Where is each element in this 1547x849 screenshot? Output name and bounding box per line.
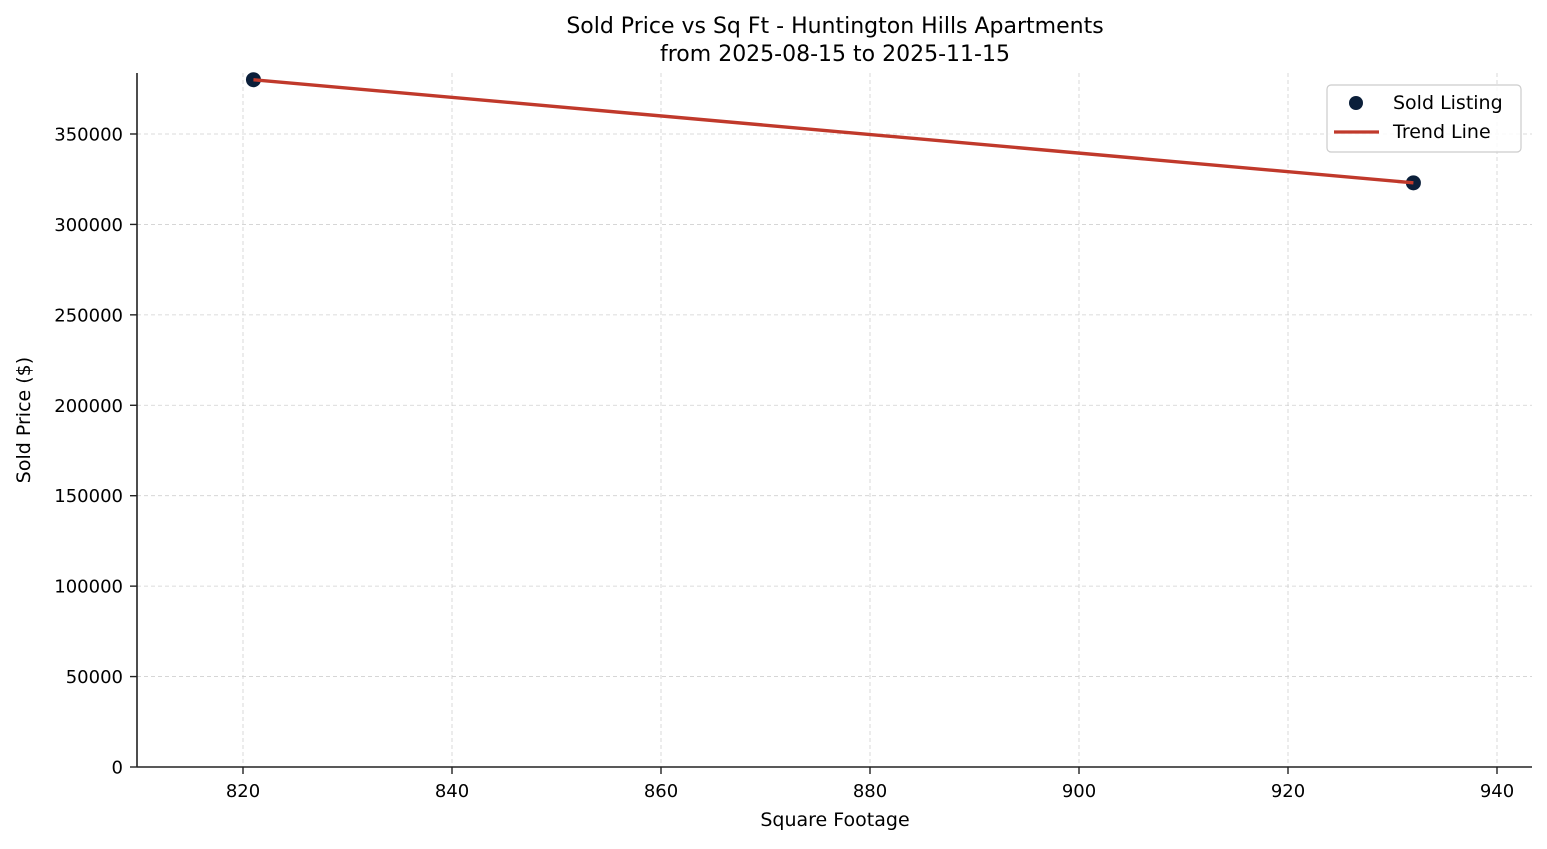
chart-title: Sold Price vs Sq Ft - Huntington Hills A… bbox=[566, 14, 1103, 39]
legend-label-sold-listing: Sold Listing bbox=[1393, 92, 1503, 114]
grid-lines bbox=[137, 73, 1532, 767]
plot-series bbox=[245, 72, 1421, 191]
x-tick-label: 940 bbox=[1480, 781, 1514, 802]
y-axis-ticks: 0 50000 100000 150000 200000 250000 300000 3500… bbox=[54, 124, 137, 779]
x-tick-label: 820 bbox=[226, 781, 260, 802]
x-axis-label: Square Footage bbox=[760, 809, 909, 831]
y-tick-label: 50000 bbox=[66, 667, 123, 688]
y-tick-label: 200000 bbox=[54, 396, 123, 417]
x-tick-label: 880 bbox=[853, 781, 887, 802]
legend-marker-icon bbox=[1349, 96, 1363, 110]
y-tick-label: 100000 bbox=[54, 577, 123, 598]
y-tick-label: 300000 bbox=[54, 215, 123, 236]
legend-box bbox=[1326, 84, 1522, 153]
legend-label-trend-line: Trend Line bbox=[1392, 121, 1491, 143]
y-tick-label: 250000 bbox=[54, 305, 123, 326]
trend-line bbox=[253, 78, 1414, 185]
y-tick-label: 150000 bbox=[54, 486, 123, 507]
legend: Sold Listing Trend Line bbox=[1326, 84, 1522, 153]
x-axis-ticks: 820 840 860 880 900 920 940 bbox=[226, 767, 1514, 802]
x-tick-label: 920 bbox=[1271, 781, 1305, 802]
x-tick-label: 860 bbox=[644, 781, 678, 802]
chart-subtitle: from 2025-08-15 to 2025-11-15 bbox=[660, 42, 1010, 67]
x-tick-label: 900 bbox=[1062, 781, 1096, 802]
y-tick-label: 0 bbox=[112, 758, 123, 779]
x-tick-label: 840 bbox=[435, 781, 469, 802]
y-axis-label: Sold Price ($) bbox=[13, 357, 35, 483]
y-tick-label: 350000 bbox=[54, 124, 123, 145]
